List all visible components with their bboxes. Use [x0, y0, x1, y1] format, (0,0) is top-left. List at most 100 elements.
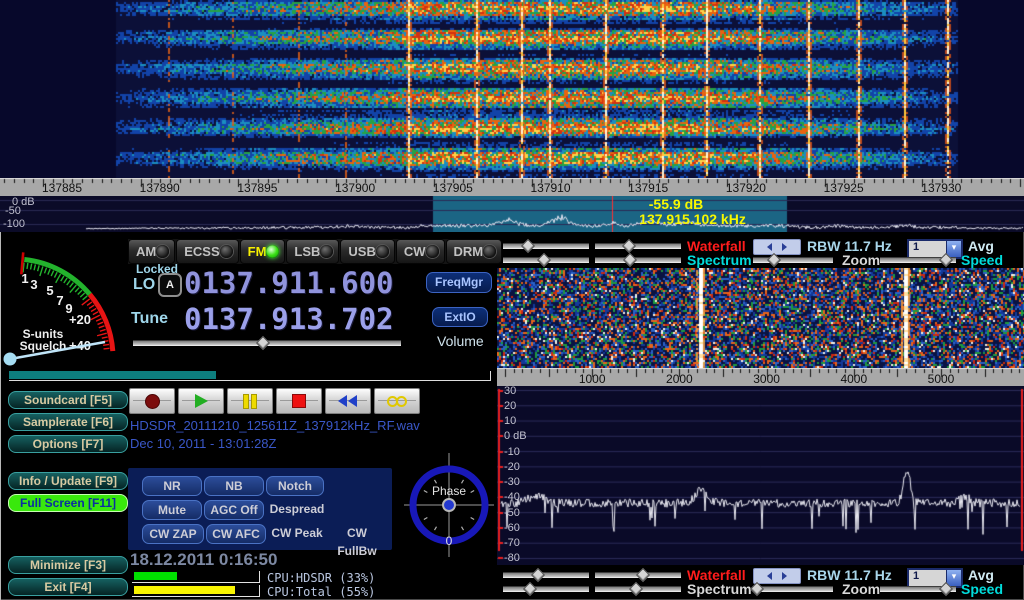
zoom-slider[interactable]: [753, 252, 833, 268]
mode-button-fm[interactable]: FM: [239, 239, 286, 264]
dsp-button-mute[interactable]: Mute: [142, 500, 202, 520]
volume-slider[interactable]: [133, 335, 401, 351]
spectrum-gain-slider[interactable]: [503, 581, 589, 597]
lo-label: LO: [133, 276, 156, 293]
mode-button-lsb[interactable]: LSB: [286, 239, 340, 264]
signal-level-readout: -55.9 dB: [648, 196, 704, 212]
dsp-button-notch[interactable]: Notch: [266, 476, 324, 496]
tune-frequency-display[interactable]: 0137.913.702: [184, 302, 394, 336]
dsp-panel: NR NB Notch Mute AGC Off Despread CW ZAP CW AFC…: [128, 468, 392, 558]
zoom-waterfall-display[interactable]: [497, 268, 1024, 368]
dsp-button-cw-peak[interactable]: CW Peak: [271, 526, 323, 540]
spectrum-label[interactable]: Spectrum: [687, 252, 752, 268]
right-controls-bottom: Waterfall RBW 11.7 Hz 1 ▾ Avg Spectrum Zoom Spe…: [497, 567, 1024, 597]
freq-mgr-button[interactable]: FreqMgr: [426, 272, 492, 293]
dsp-button-nb[interactable]: NB: [204, 476, 264, 496]
zoom-slider[interactable]: [750, 581, 833, 597]
svg-text:3: 3: [30, 277, 37, 292]
mode-button-usb[interactable]: USB: [340, 239, 395, 264]
avg-select[interactable]: 1 ▾: [907, 568, 963, 588]
dsp-button-agc-off[interactable]: AGC Off: [204, 500, 264, 520]
audio-freq-label: 4000: [840, 372, 868, 386]
svg-text:9: 9: [65, 301, 72, 316]
rewind-icon: [338, 395, 358, 407]
ext-io-button[interactable]: ExtIO: [432, 307, 488, 327]
menu-button-samplerate-f6[interactable]: Samplerate [F6]: [8, 413, 128, 431]
freq-scale-label: 137905: [432, 181, 473, 195]
dsp-button-cw-fullbw[interactable]: CW FullBw: [337, 526, 377, 558]
s-meter-needle: [3, 340, 106, 366]
waterfall-label[interactable]: Waterfall: [687, 567, 746, 583]
mode-led: [266, 245, 280, 258]
dsp-button-cw-zap[interactable]: CW ZAP: [142, 524, 204, 544]
dsp-button-despread[interactable]: Despread: [269, 502, 325, 516]
waterfall-shift-control[interactable]: [753, 239, 801, 255]
spectrum-range-slider[interactable]: [595, 252, 681, 268]
main-spectrum-display[interactable]: [0, 196, 1024, 232]
rewind-button[interactable]: [325, 388, 371, 414]
audio-frequency-scale[interactable]: [497, 368, 1024, 386]
spectrum-gain-slider[interactable]: [503, 252, 589, 268]
menu-button-exit-f4[interactable]: Exit [F4]: [8, 578, 128, 596]
mode-button-ecss[interactable]: ECSS: [176, 239, 239, 264]
frequency-scale[interactable]: [0, 178, 1024, 196]
zoom-db-label: 20: [504, 399, 517, 412]
speed-slider[interactable]: [880, 252, 956, 268]
brightness-slider[interactable]: [503, 567, 589, 583]
rbw-label: RBW 11.7 Hz: [807, 238, 892, 254]
pause-icon: [242, 393, 258, 409]
menu-button-soundcard-f5[interactable]: Soundcard [F5]: [8, 391, 128, 409]
record-button[interactable]: [129, 388, 175, 414]
menu-button-full-screen-f11[interactable]: Full Screen [F11]: [8, 494, 128, 512]
mode-button-am[interactable]: AM: [128, 239, 176, 264]
arrow-right-icon[interactable]: [782, 243, 787, 251]
mode-label: CW: [403, 244, 426, 259]
mode-button-cw[interactable]: CW: [395, 239, 445, 264]
zoom-db-label: 30: [504, 384, 517, 397]
menu-button-minimize-f3[interactable]: Minimize [F3]: [8, 556, 128, 574]
contrast-slider[interactable]: [595, 238, 681, 254]
stop-button[interactable]: [276, 388, 322, 414]
menu-button-info-update-f9[interactable]: Info / Update [F9]: [8, 472, 128, 490]
lo-lock-button[interactable]: A: [158, 273, 182, 297]
play-button[interactable]: [178, 388, 224, 414]
combo-arrow-icon[interactable]: ▾: [946, 241, 961, 257]
arrow-right-icon[interactable]: [782, 572, 787, 580]
lo-frequency-display[interactable]: 0137.911.600: [184, 266, 394, 300]
contrast-slider[interactable]: [595, 567, 681, 583]
arrow-left-icon[interactable]: [767, 572, 772, 580]
rbw-label: RBW 11.7 Hz: [807, 567, 892, 583]
mode-label: ECSS: [184, 244, 220, 259]
phase-scope[interactable]: Phase 0: [404, 453, 494, 557]
zoom-db-label: -50: [504, 506, 520, 519]
transport-controls: [129, 388, 420, 414]
svg-text:5: 5: [46, 283, 53, 298]
loop-button[interactable]: [374, 388, 420, 414]
freq-scale-label: 137925: [823, 181, 864, 195]
cpu-row: CPU:Total (55%): [132, 585, 402, 599]
combo-arrow-icon[interactable]: ▾: [946, 570, 961, 586]
waterfall-label[interactable]: Waterfall: [687, 238, 746, 254]
speed-slider[interactable]: [880, 581, 956, 597]
mode-button-drm[interactable]: DRM: [445, 239, 503, 264]
dsp-button-cw-afc[interactable]: CW AFC: [206, 524, 266, 544]
right-controls-top: Waterfall RBW 11.7 Hz 1 ▾ Avg Spectrum Zoom Spe…: [497, 238, 1024, 268]
spectrum-label[interactable]: Spectrum: [687, 581, 752, 597]
brightness-slider[interactable]: [503, 238, 589, 254]
spectrum-range-slider[interactable]: [595, 581, 681, 597]
zoom-spectrum-display[interactable]: [497, 386, 1024, 565]
freq-scale-label: 137885: [41, 181, 83, 195]
zoom-db-label: -70: [504, 537, 520, 550]
clock-display: 18.12.2011 0:16:50: [130, 550, 278, 569]
cpu-bar-fill: [134, 586, 235, 594]
pause-button[interactable]: [227, 388, 273, 414]
menu-button-options-f7[interactable]: Options [F7]: [8, 435, 128, 453]
playback-progress-bar[interactable]: [9, 371, 491, 381]
dsp-button-nr[interactable]: NR: [142, 476, 202, 496]
waterfall-shift-control[interactable]: [753, 568, 801, 584]
arrow-left-icon[interactable]: [767, 243, 772, 251]
main-waterfall-display[interactable]: [0, 0, 1024, 178]
cpu-bar-frame: [132, 571, 260, 583]
cpu-bar-frame: [132, 585, 260, 597]
